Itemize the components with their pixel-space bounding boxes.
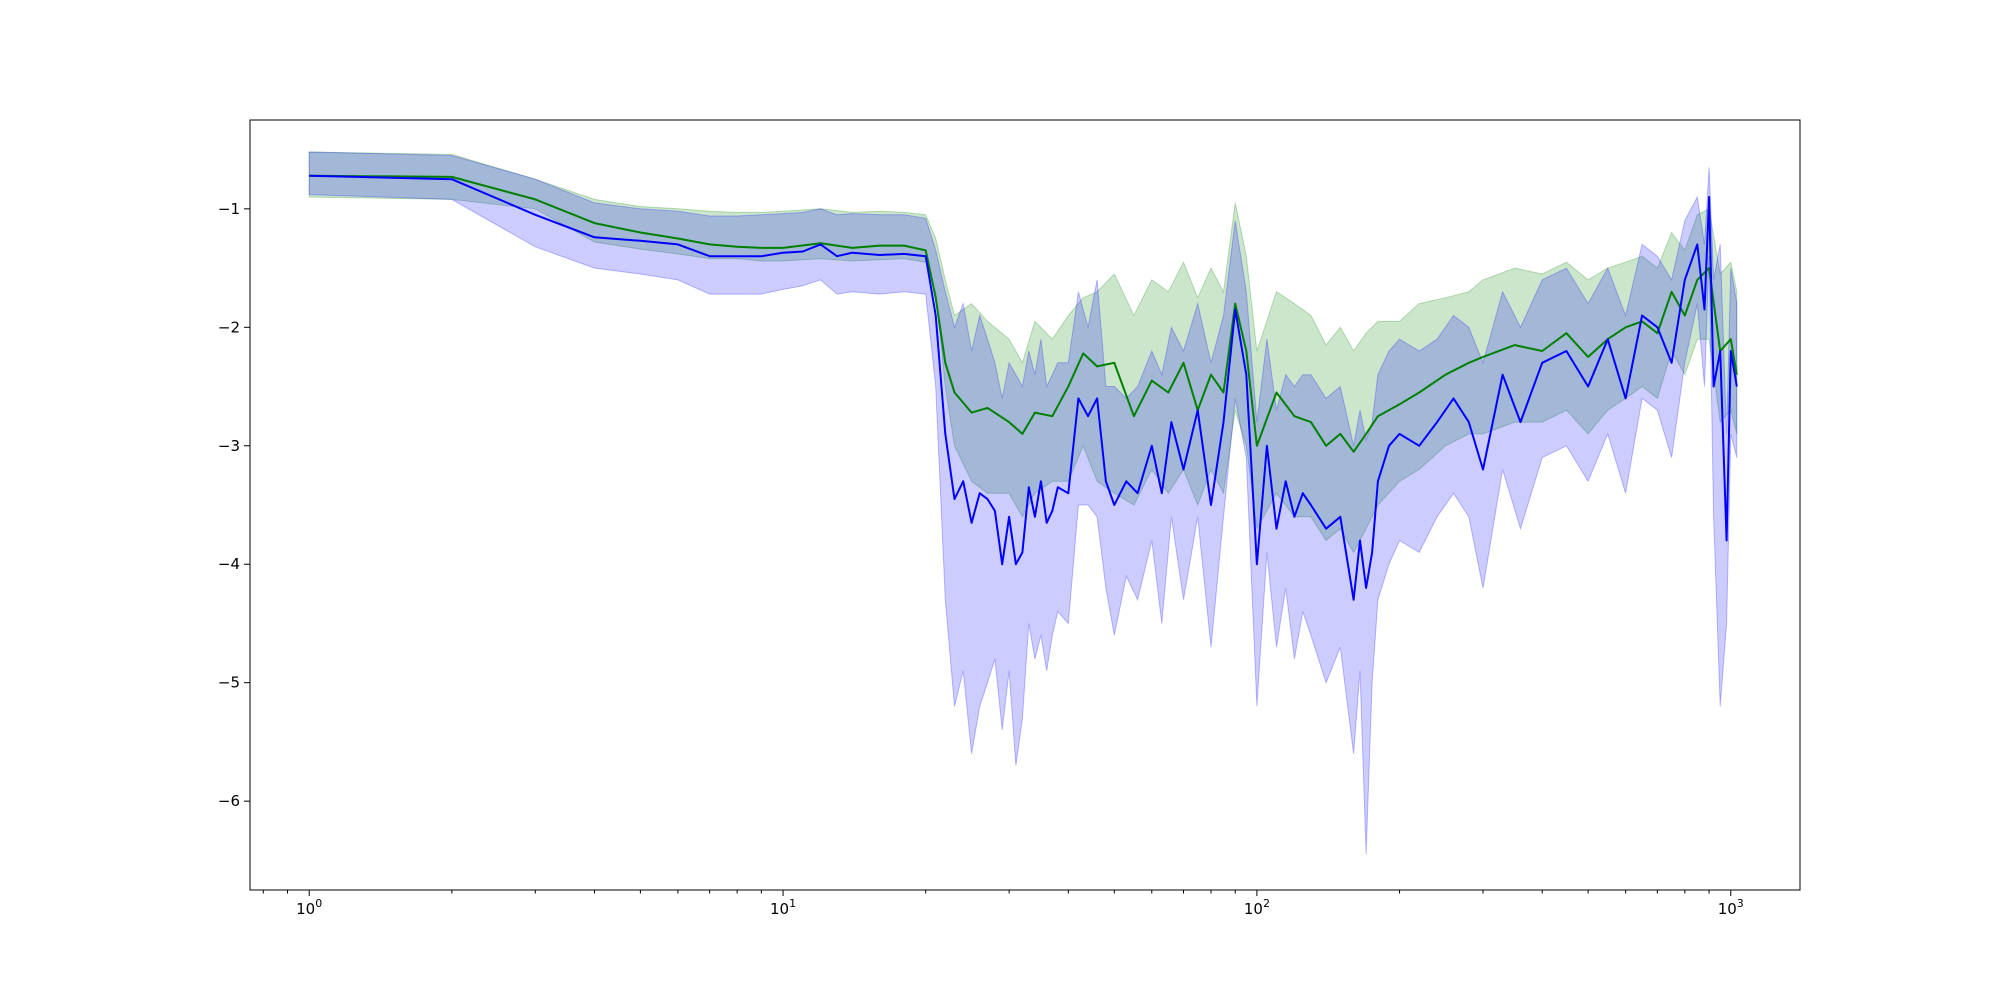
plot-frame <box>249 119 1801 891</box>
series-2-line <box>309 174 1738 601</box>
series-1-band <box>308 151 1738 554</box>
series-lines <box>309 174 1738 601</box>
x-tick-label: 103 <box>1718 897 1744 918</box>
y-tick-label: −3 <box>218 437 240 455</box>
y-tick-label: −5 <box>218 674 240 692</box>
confidence-bands <box>308 151 1738 855</box>
x-axis: 100 101 102 103 <box>262 890 1744 918</box>
y-tick-label: −1 <box>218 200 240 218</box>
series-2-band <box>308 151 1738 855</box>
y-tick-label: −6 <box>218 792 240 810</box>
y-tick-label: −4 <box>218 555 240 573</box>
y-tick-label: −2 <box>218 318 240 336</box>
y-axis: −1 −2 −3 −4 −5 −6 <box>218 200 250 810</box>
x-tick-label: 102 <box>1244 897 1270 918</box>
series-1-line <box>309 174 1738 453</box>
x-tick-label: 100 <box>296 897 322 918</box>
x-tick-label: 101 <box>770 897 796 918</box>
